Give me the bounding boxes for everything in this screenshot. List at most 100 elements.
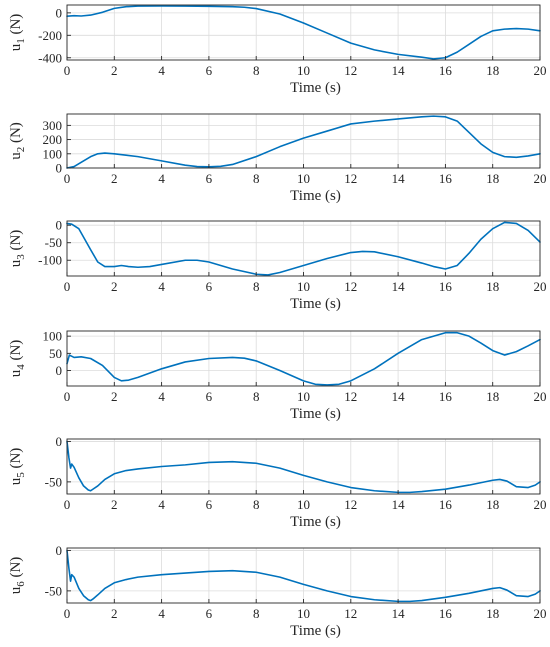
subplot-u3: 0 2 4 6 8 10 12 14 16 18 20 -100 -50 0 Time (s) u3 (N) [8,218,547,312]
x-tick-label: 8 [253,171,260,186]
y-label-subscript: 2 [15,147,27,153]
series-line-u1 [66,5,541,60]
x-tick-label: 14 [392,389,406,404]
y-tick-label: 0 [56,161,63,176]
x-tick-label: 4 [158,279,165,294]
x-axis-label: Time (s) [290,80,341,96]
y-tick-label: 50 [49,346,62,361]
x-tick-label: 14 [392,606,406,621]
x-tick-label: 10 [297,171,310,186]
x-tick-label: 2 [111,389,118,404]
x-tick-label: 12 [344,606,357,621]
x-tick-label: 20 [534,389,547,404]
x-tick-label: 2 [111,63,118,78]
x-tick-label: 4 [158,171,165,186]
x-tick-label: 0 [64,63,71,78]
y-axis-label: u6 (N) [8,557,27,595]
y-tick-label: -100 [38,253,62,268]
x-tick-label: 16 [439,606,453,621]
x-tick-label: 6 [206,171,213,186]
x-tick-label: 8 [253,606,260,621]
x-tick-label: 12 [344,389,357,404]
series-line-u2 [66,115,541,169]
y-axis-label: u3 (N) [8,230,27,268]
x-tick-label: 20 [534,497,547,512]
subplot-u1: 0 2 4 6 8 10 12 14 16 18 20 -400 -200 0 Time (s) u1 (N) [8,4,547,96]
y-tick-label: -50 [45,583,62,598]
x-tick-label: 14 [392,171,406,186]
series-line-u4 [66,331,541,386]
x-tick-label: 10 [297,497,310,512]
x-tick-label: 14 [392,279,406,294]
x-tick-label: 0 [64,497,71,512]
x-tick-label: 2 [111,279,118,294]
y-tick-label: -200 [38,28,62,43]
x-tick-label: 12 [344,497,357,512]
x-tick-label: 14 [392,497,406,512]
x-tick-label: 18 [486,497,499,512]
x-tick-label: 0 [64,606,71,621]
y-tick-label: 0 [56,5,63,20]
x-tick-label: 0 [64,389,71,404]
y-label-subscript: 4 [15,364,27,370]
x-tick-label: 18 [486,606,499,621]
y-tick-label: 0 [56,218,63,233]
x-tick-label: 6 [206,497,213,512]
x-tick-label: 2 [111,497,118,512]
y-label-main: u [8,586,24,594]
y-label-main: u [8,43,24,51]
x-tick-label: 10 [297,63,310,78]
x-tick-label: 0 [64,171,71,186]
x-tick-label: 0 [64,279,71,294]
x-tick-label: 8 [253,389,260,404]
x-tick-label: 16 [439,497,453,512]
x-axis-label: Time (s) [290,296,341,312]
x-axis-label: Time (s) [290,188,341,204]
y-label-subscript: 3 [15,254,27,260]
x-tick-label: 10 [297,389,310,404]
y-axis-label: u4 (N) [8,340,27,378]
x-tick-label: 2 [111,171,118,186]
x-tick-label: 16 [439,389,453,404]
y-label-subscript: 6 [15,581,27,587]
y-label-main: u [8,259,24,267]
x-tick-label: 18 [486,171,499,186]
x-tick-label: 20 [534,279,547,294]
x-tick-label: 6 [206,279,213,294]
y-label-unit: (N) [8,557,24,582]
x-tick-label: 2 [111,606,118,621]
y-tick-label: -400 [38,50,62,65]
x-tick-label: 12 [344,171,357,186]
x-axis-label: Time (s) [290,623,341,639]
y-tick-label: 300 [43,118,63,133]
x-tick-label: 8 [253,279,260,294]
x-tick-label: 4 [158,389,165,404]
y-axis-label: u5 (N) [8,448,27,486]
y-label-subscript: 5 [15,472,27,478]
series-line-u3 [66,221,541,276]
x-axis-label: Time (s) [290,406,341,422]
y-tick-label: 200 [43,132,63,147]
x-tick-label: 18 [486,63,499,78]
y-axis-label: u1 (N) [8,14,27,52]
x-tick-label: 10 [297,606,310,621]
x-tick-label: 8 [253,63,260,78]
y-tick-label: 0 [56,543,63,558]
x-tick-label: 12 [344,63,357,78]
x-tick-label: 4 [158,63,165,78]
y-tick-label: -50 [45,235,62,250]
x-axis-label: Time (s) [290,514,341,530]
y-tick-label: 100 [43,146,63,161]
x-tick-label: 20 [534,606,547,621]
x-tick-label: 20 [534,63,547,78]
y-label-main: u [8,477,24,485]
x-tick-label: 16 [439,279,453,294]
y-axis-label: u2 (N) [8,122,27,160]
y-tick-label: 0 [56,434,63,449]
y-tick-label: -50 [45,474,62,489]
